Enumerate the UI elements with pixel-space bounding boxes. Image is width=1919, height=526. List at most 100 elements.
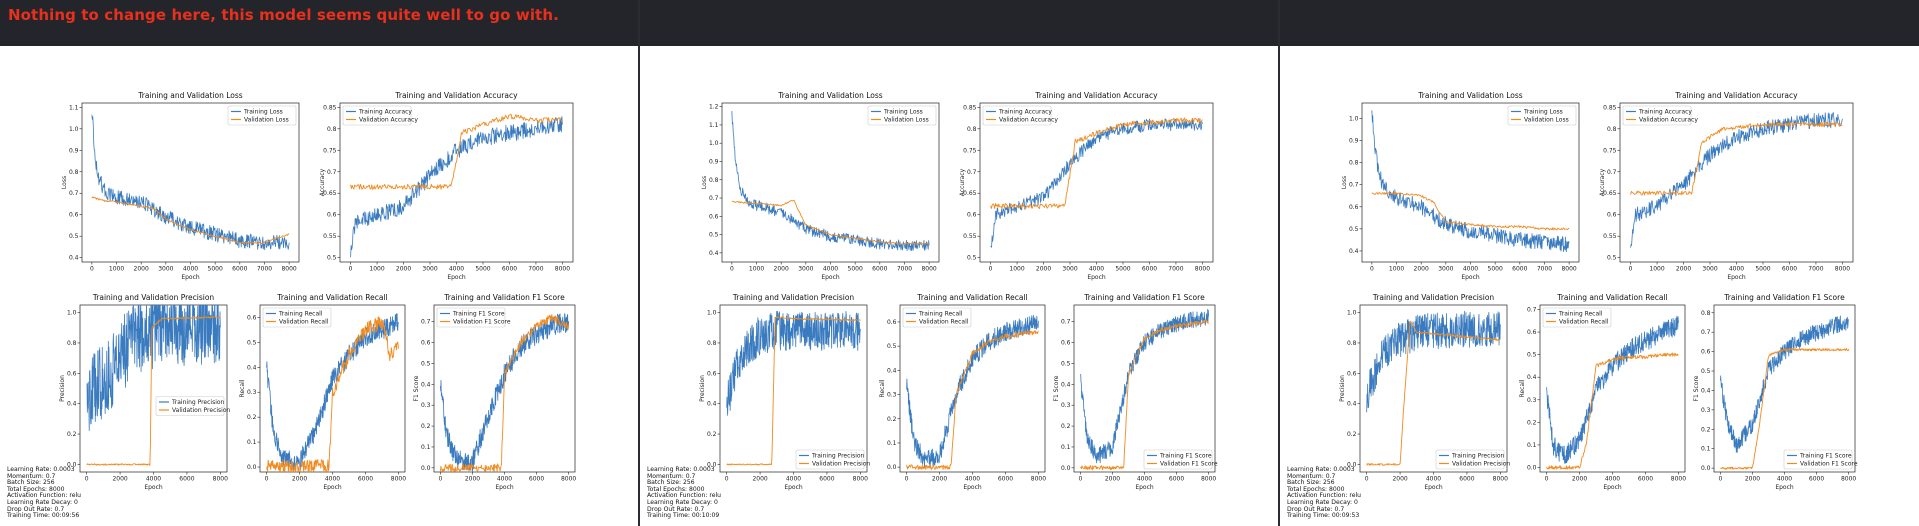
- x-tick-label: 2000: [932, 476, 947, 483]
- x-tick-label: 4000: [497, 476, 512, 483]
- y-axis-label: Precision: [699, 375, 706, 402]
- x-tick-label: 7000: [528, 266, 543, 273]
- chart-title: Training and Validation Accuracy: [1034, 91, 1158, 100]
- y-tick-label: 0.6: [1607, 212, 1617, 219]
- legend-label: Validation Loss: [1524, 117, 1569, 124]
- x-tick-label: 0: [1718, 476, 1722, 483]
- param-dropout: Drop Out Rate: 0.7: [647, 505, 705, 513]
- x-tick-label: 6000: [872, 266, 887, 273]
- x-axis-label: Epoch: [1135, 484, 1154, 491]
- param-batch-size: Batch Size: 256: [7, 479, 55, 487]
- y-tick-label: 0.55: [1603, 233, 1617, 240]
- y-axis-label: Loss: [1341, 176, 1348, 189]
- param-total-epochs: Total Epochs: 8000: [1287, 485, 1345, 493]
- y-tick-label: 1.1: [709, 122, 719, 129]
- y-tick-label: 0.7: [1349, 182, 1359, 189]
- y-tick-label: 0.9: [1349, 138, 1359, 145]
- x-tick-label: 5000: [1755, 266, 1770, 273]
- y-axis-label: Accuracy: [959, 168, 966, 196]
- run-panel-2: Training and Validation Loss 0 1000 2000 300…: [640, 0, 1278, 526]
- y-tick-label: 0.7: [69, 190, 79, 197]
- y-tick-label: 0.0: [1347, 461, 1357, 468]
- x-axis-label: Epoch: [181, 274, 200, 281]
- param-momentum: Momentum: 0.7: [1287, 472, 1336, 480]
- x-tick-label: 2000: [1392, 476, 1407, 483]
- legend-label: Training F1 Score: [452, 311, 505, 318]
- legend-label: Training Accuracy: [358, 109, 412, 116]
- legend-label: Training F1 Score: [1799, 453, 1852, 460]
- y-tick-label: 0.2: [1527, 419, 1537, 426]
- param-momentum: Momentum: 0.7: [7, 472, 56, 480]
- y-tick-label: 0.7: [967, 169, 977, 176]
- hyperparameters: Learning Rate: 0.0003 Momentum: 0.7 Batc…: [7, 466, 82, 520]
- y-tick-label: 0.2: [1347, 431, 1357, 438]
- y-tick-label: 1.1: [69, 104, 79, 111]
- x-tick-label: 6000: [358, 476, 373, 483]
- y-tick-label: 0.6: [1527, 329, 1537, 336]
- y-tick-label: 0.0: [247, 464, 257, 471]
- legend-label: Training Precision: [171, 399, 225, 406]
- legend-box: [1435, 449, 1505, 470]
- param-activation: Activation Function: relu: [7, 492, 82, 500]
- validation-series-line: [1366, 320, 1501, 466]
- y-tick-label: 0.75: [1603, 147, 1617, 154]
- legend-box: [436, 307, 506, 328]
- training-series-line: [1080, 308, 1209, 464]
- panel-header: Nothing to change here, this model seems…: [0, 0, 638, 46]
- f1-chart: Training and Validation F1 Score 0 2000 400…: [1053, 293, 1218, 491]
- x-tick-label: 2000: [774, 266, 789, 273]
- x-axis-label: Epoch: [784, 484, 803, 491]
- chart-title: Training and Validation Precision: [1372, 293, 1495, 302]
- validation-series-line: [990, 117, 1203, 210]
- x-axis-label: Epoch: [1424, 484, 1443, 491]
- x-tick-label: 7000: [1808, 266, 1823, 273]
- y-tick-label: 0.8: [67, 340, 77, 347]
- y-tick-label: 0.8: [69, 169, 79, 176]
- x-tick-label: 3000: [1062, 266, 1077, 273]
- x-tick-label: 4000: [1137, 476, 1152, 483]
- training-series-line: [1366, 310, 1501, 413]
- y-tick-label: 0.7: [421, 319, 431, 326]
- y-tick-label: 0.9: [709, 158, 719, 165]
- y-tick-label: 0.65: [963, 190, 977, 197]
- x-tick-label: 5000: [475, 266, 490, 273]
- y-tick-label: 0.55: [323, 233, 337, 240]
- y-tick-label: 0.3: [421, 402, 431, 409]
- x-tick-label: 6000: [1638, 476, 1653, 483]
- y-tick-label: 0.2: [1701, 426, 1711, 433]
- training-series-line: [990, 117, 1203, 248]
- param-learning-rate: Learning Rate: 0.0003: [647, 466, 715, 473]
- y-tick-label: 0.7: [1701, 329, 1711, 336]
- training-series-line: [731, 110, 930, 252]
- param-momentum: Momentum: 0.7: [647, 472, 696, 480]
- legend-label: Validation Accuracy: [999, 117, 1058, 124]
- y-tick-label: 0.5: [1701, 368, 1711, 375]
- y-tick-label: 0.0: [67, 461, 77, 468]
- validation-series-line: [906, 330, 1039, 470]
- y-tick-label: 0.8: [1607, 126, 1617, 133]
- y-tick-label: 1.0: [1349, 115, 1359, 122]
- y-tick-label: 0.65: [323, 190, 337, 197]
- panel-divider: [1278, 0, 1280, 526]
- param-total-epochs: Total Epochs: 8000: [647, 485, 705, 493]
- validation-series-line: [1546, 352, 1679, 470]
- x-tick-label: 8000: [391, 476, 406, 483]
- y-tick-label: 0.8: [707, 340, 717, 347]
- y-tick-label: 0.5: [1527, 352, 1537, 359]
- legend-label: Validation Precision: [812, 461, 871, 468]
- y-tick-label: 0.6: [67, 370, 77, 377]
- training-series-line: [1371, 110, 1570, 252]
- y-tick-label: 0.5: [1061, 360, 1071, 367]
- x-tick-label: 3000: [798, 266, 813, 273]
- x-tick-label: 3000: [158, 266, 173, 273]
- y-tick-label: 0.2: [247, 414, 257, 421]
- chart-title: Training and Validation F1 Score: [443, 293, 565, 302]
- training-series-line: [726, 310, 861, 416]
- x-tick-label: 0: [438, 476, 442, 483]
- legend-label: Training Accuracy: [1638, 109, 1692, 116]
- y-tick-label: 0.85: [323, 104, 337, 111]
- legend-label: Validation F1 Score: [1160, 461, 1218, 468]
- y-tick-label: 1.0: [67, 310, 77, 317]
- legend-box: [1783, 449, 1853, 470]
- x-tick-label: 8000: [1031, 476, 1046, 483]
